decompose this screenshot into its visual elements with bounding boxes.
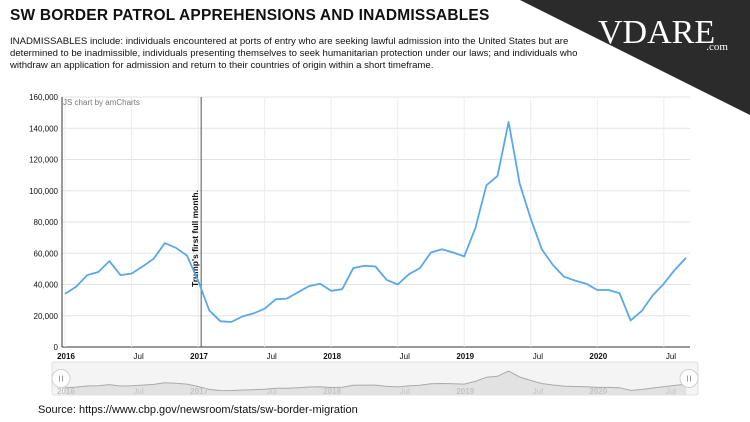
y-tick-label: 0: [54, 343, 59, 352]
x-tick-label: Jul: [134, 352, 144, 361]
scrollbar-tick-label: Jul: [134, 387, 144, 396]
chart-credit[interactable]: JS chart by amCharts: [63, 98, 140, 107]
y-tick-label: 80,000: [34, 218, 59, 227]
scrollbar-tick-label: 2016: [57, 387, 75, 396]
y-tick-label: 140,000: [29, 124, 58, 133]
scrollbar-tick-label: 2018: [323, 387, 341, 396]
y-tick-label: 100,000: [29, 187, 58, 196]
scrollbar-preview-area: [65, 371, 686, 395]
x-tick-label: 2016: [57, 352, 75, 361]
chart-title: SW BORDER PATROL APPREHENSIONS AND INADM…: [10, 7, 490, 24]
scrollbar-tick-label: 2019: [456, 387, 474, 396]
x-tick-label: 2020: [589, 352, 607, 361]
scrollbar-tick-label: 2020: [589, 387, 607, 396]
y-tick-label: 20,000: [34, 312, 59, 321]
x-tick-label: Jul: [267, 352, 277, 361]
x-axis: 2016 Jul 2017 Jul 2018 Jul 2019 Jul 2020 Jul: [57, 352, 676, 361]
plot-area: [64, 121, 687, 323]
scrollbar-tick-label: Jul: [400, 387, 410, 396]
source-note: Source: https://www.cbp.gov/newsroom/sta…: [38, 404, 358, 416]
x-tick-label: 2019: [456, 352, 474, 361]
scrollbar[interactable]: 2016 Jul 2017 Jul 2018 Jul 2019 Jul 2020 Jul: [51, 361, 699, 396]
x-tick-label: Jul: [400, 352, 410, 361]
x-tick-label: 2017: [190, 352, 208, 361]
logo[interactable]: VDARE .com: [598, 14, 728, 54]
grid-lines: [61, 96, 690, 348]
scrollbar-grip-left[interactable]: [51, 369, 71, 388]
y-tick-label: 60,000: [34, 249, 59, 258]
scrollbar-tick-label: 2017: [190, 387, 208, 396]
annotation: Trump's first full month.: [190, 97, 202, 347]
chart-description: INADMISSABLES include: individuals encou…: [10, 36, 578, 71]
scrollbar-tick-label: Jul: [666, 387, 676, 396]
x-tick-label: 2018: [323, 352, 341, 361]
x-tick-label: Jul: [533, 352, 543, 361]
scrollbar-preview-line: [64, 370, 687, 392]
logo-banner: [520, 0, 750, 115]
series-line: [64, 121, 687, 323]
scrollbar-tick-label: Jul: [533, 387, 543, 396]
scrollbar-tick-label: Jul: [267, 387, 277, 396]
y-tick-label: 120,000: [29, 156, 58, 165]
x-tick-label: Jul: [666, 352, 676, 361]
y-tick-label: 160,000: [29, 93, 58, 102]
logo-text: VDARE: [598, 14, 716, 51]
scrollbar-grip-right[interactable]: [679, 369, 699, 388]
annotation-label: Trump's first full month.: [190, 190, 200, 287]
y-tick-label: 40,000: [34, 281, 59, 290]
y-axis: 0 20,000 40,000 60,000 80,000 100,000 120,000 1…: [29, 93, 58, 352]
logo-suffix: .com: [706, 41, 728, 53]
banner-triangle: [520, 0, 750, 115]
